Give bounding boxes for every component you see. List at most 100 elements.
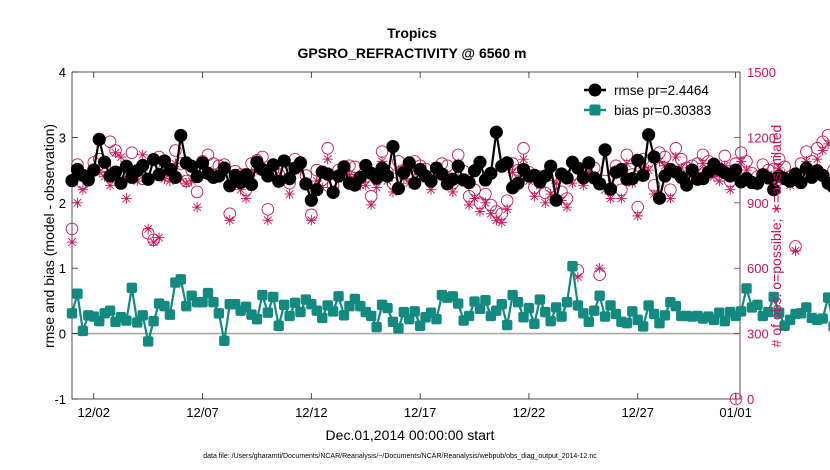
x-tick-label: 12/07 — [186, 405, 219, 420]
obs-assimilated-point — [822, 138, 830, 150]
bias-point — [164, 309, 176, 320]
rmse-point — [473, 155, 487, 169]
rmse-point — [98, 155, 112, 169]
rmse-point — [402, 156, 416, 170]
obs-assimilated-point — [790, 245, 801, 256]
bias-point — [327, 306, 339, 317]
obs-assimilated-point — [801, 156, 812, 167]
bias-point — [278, 299, 290, 311]
bias-point — [583, 316, 594, 328]
obs-possible-point — [729, 392, 743, 406]
obs-assimilated-point — [605, 193, 616, 204]
obs-assimilated-point — [817, 145, 828, 156]
bias-point — [175, 274, 186, 285]
bias-point — [659, 310, 671, 321]
bias-point — [371, 321, 382, 333]
rmse-point — [560, 171, 574, 185]
bias-point — [605, 300, 616, 311]
rmse-point — [136, 158, 150, 173]
bias-point — [627, 306, 638, 317]
rmse-point — [462, 175, 476, 190]
y-tick-label: 4 — [59, 65, 66, 80]
rmse-point — [761, 171, 775, 185]
obs-assimilated-point — [104, 180, 116, 191]
obs-assimilated-point — [371, 182, 382, 193]
bias-point — [561, 297, 573, 308]
bias-point — [317, 312, 328, 324]
bias-point — [93, 315, 105, 327]
bias-point — [257, 289, 268, 301]
bias-point — [295, 306, 306, 318]
bias-point — [404, 314, 415, 325]
bias-point — [768, 291, 779, 303]
y-tick-label: 1 — [59, 261, 66, 276]
bias-point — [763, 306, 774, 318]
obs-assimilated-point — [480, 197, 491, 208]
data-file-footnote: data file: /Users/gharamti/Documents/NCA… — [203, 453, 597, 460]
rmse-point — [65, 173, 79, 188]
bias-point — [181, 300, 192, 312]
bias-point — [77, 325, 89, 337]
bias-point — [741, 283, 752, 294]
rmse-point — [489, 125, 503, 139]
rmse-point — [282, 172, 297, 186]
rmse-point — [484, 166, 498, 180]
obs-possible-point — [125, 146, 139, 159]
obs-assimilated-point — [137, 149, 148, 161]
rmse-point — [391, 181, 405, 196]
obs-assimilated-point — [224, 215, 235, 226]
rmse-point — [544, 159, 558, 173]
bias-point — [501, 319, 513, 331]
rmse-point — [729, 163, 743, 177]
obs-assimilated-point — [425, 184, 437, 195]
obs-assimilated-point — [648, 188, 660, 200]
rmse-point — [261, 169, 275, 183]
x-tick-label: 01/01 — [719, 405, 752, 420]
bias-point — [801, 302, 812, 313]
bias-point — [338, 310, 350, 321]
rmse-point — [647, 150, 661, 164]
bias-point — [540, 306, 551, 318]
obs-assimilated-point — [115, 151, 127, 163]
bias-series — [66, 261, 830, 347]
obs-assimilated-point — [284, 188, 295, 200]
bias-point — [142, 336, 154, 347]
obs-assimilated-point — [240, 193, 252, 204]
rmse-point — [92, 132, 106, 146]
bias-point — [643, 300, 654, 311]
rmse-point — [326, 185, 340, 199]
obs-assimilated-point — [616, 193, 627, 204]
bias-point — [610, 308, 622, 320]
bias-point — [512, 297, 524, 308]
y-tick-label: 3 — [59, 130, 66, 145]
obs-assimilated-point — [447, 186, 458, 198]
bias-point — [273, 320, 284, 331]
rmse-point — [174, 128, 188, 143]
bias-point — [670, 300, 682, 312]
x-tick-label: 12/22 — [513, 405, 546, 420]
legend-rmse-marker — [588, 83, 602, 97]
rmse-point — [353, 170, 367, 184]
obs-assimilated-point — [725, 184, 736, 195]
obs-assimilated-point — [578, 180, 589, 191]
rmse-point — [446, 172, 460, 186]
rmse-point — [408, 176, 422, 190]
bias-point — [240, 301, 252, 312]
rmse-point — [794, 175, 808, 190]
rmse-point — [152, 168, 166, 182]
x-axis-label: Dec.01,2014 00:00:00 start — [326, 427, 495, 443]
obs-assimilated-point — [153, 232, 165, 243]
rmse-point — [435, 167, 449, 181]
bias-point — [654, 317, 665, 329]
obs-possible-point — [169, 144, 182, 157]
obs-assimilated-point — [670, 151, 682, 163]
bias-point — [550, 302, 562, 313]
rmse-point — [310, 183, 324, 197]
bias-point — [251, 314, 263, 325]
rmse-point — [244, 177, 259, 192]
obs-assimilated-point — [708, 171, 720, 182]
rmse-point — [321, 167, 335, 181]
legend-bias-marker — [589, 104, 601, 116]
obs-assimilated-point — [181, 177, 192, 189]
